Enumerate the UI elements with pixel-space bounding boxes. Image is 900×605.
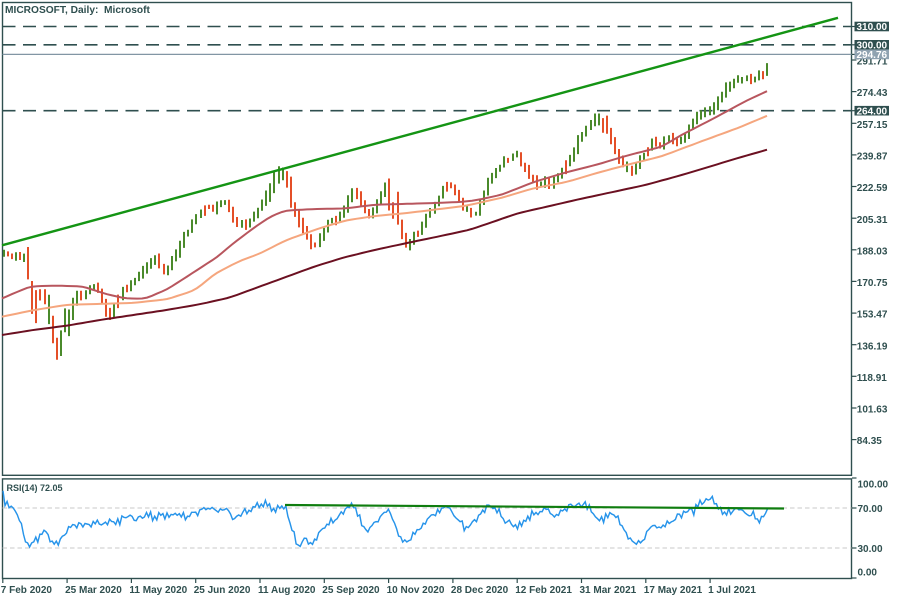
svg-text:310.00: 310.00 — [857, 22, 888, 33]
svg-text:188.03: 188.03 — [857, 246, 888, 257]
svg-text:10 Nov 2020: 10 Nov 2020 — [387, 585, 445, 596]
svg-text:25 Mar 2020: 25 Mar 2020 — [65, 585, 122, 596]
svg-text:205.31: 205.31 — [857, 215, 888, 226]
svg-text:136.19: 136.19 — [857, 341, 888, 352]
svg-text:291.71: 291.71 — [857, 57, 888, 68]
svg-text:25 Sep 2020: 25 Sep 2020 — [322, 585, 380, 596]
svg-text:257.15: 257.15 — [857, 120, 888, 131]
svg-text:300.00: 300.00 — [857, 41, 888, 52]
svg-text:264.00: 264.00 — [857, 106, 888, 117]
svg-text:153.47: 153.47 — [857, 310, 888, 321]
svg-text:31 Mar 2021: 31 Mar 2021 — [580, 585, 637, 596]
svg-text:84.35: 84.35 — [857, 436, 882, 447]
svg-text:MICROSOFT, Daily: Microsoft: MICROSOFT, Daily: Microsoft — [5, 5, 151, 16]
svg-text:11 Aug 2020: 11 Aug 2020 — [258, 585, 316, 596]
svg-text:1 Jul 2021: 1 Jul 2021 — [708, 585, 756, 596]
svg-text:101.63: 101.63 — [857, 405, 888, 416]
svg-text:7 Feb 2020: 7 Feb 2020 — [1, 585, 53, 596]
svg-text:118.91: 118.91 — [857, 373, 887, 384]
svg-text:222.59: 222.59 — [857, 183, 888, 194]
svg-text:70.00: 70.00 — [858, 504, 883, 515]
svg-text:0.00: 0.00 — [858, 568, 878, 579]
svg-text:170.75: 170.75 — [857, 278, 888, 289]
svg-text:28 Dec 2020: 28 Dec 2020 — [451, 585, 509, 596]
svg-text:11 May 2020: 11 May 2020 — [129, 585, 187, 596]
svg-text:100.00: 100.00 — [858, 480, 889, 491]
svg-text:17 May 2021: 17 May 2021 — [644, 585, 703, 596]
svg-text:RSI(14) 72.05: RSI(14) 72.05 — [7, 483, 63, 493]
svg-text:294.76: 294.76 — [857, 50, 888, 61]
svg-text:12 Feb 2021: 12 Feb 2021 — [515, 585, 572, 596]
svg-text:239.87: 239.87 — [857, 152, 888, 163]
svg-text:25 Jun 2020: 25 Jun 2020 — [194, 585, 251, 596]
svg-text:30.00: 30.00 — [858, 544, 883, 555]
svg-text:274.43: 274.43 — [857, 88, 888, 99]
